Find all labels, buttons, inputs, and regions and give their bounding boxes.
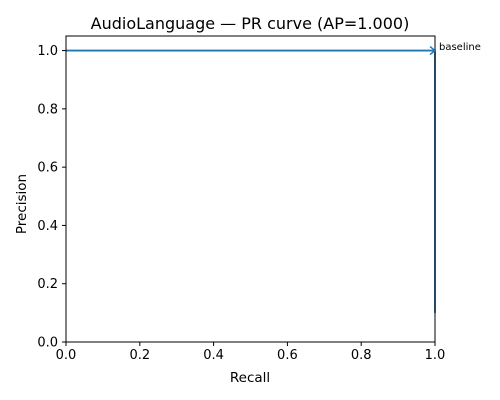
x-tick-label-1: 0.2: [129, 348, 150, 363]
y-tick-label-2: 0.4: [37, 219, 58, 234]
x-axis-label: Recall: [230, 370, 270, 386]
y-tick-label-5: 1.0: [37, 44, 58, 59]
series-line-0: [66, 49, 436, 313]
x-tick-label-0: 0.0: [56, 348, 77, 363]
y-tick-label-3: 0.6: [37, 161, 58, 176]
y-tick-label-1: 0.2: [37, 277, 58, 292]
plot-frame: [65, 35, 436, 343]
x-tick-label-5: 1.0: [425, 348, 446, 363]
x-tick-label-4: 0.8: [351, 348, 372, 363]
x-tick-label-3: 0.6: [277, 348, 298, 363]
annotation-label-0: baseline: [439, 42, 481, 53]
annotation-arrow-0: [429, 45, 437, 56]
y-tick-label-4: 0.8: [37, 102, 58, 117]
x-tick-label-2: 0.4: [203, 348, 224, 363]
plot-area: 0.0 0.2 0.4 0.6 0.8 1.0 0.0 0.2 0.4 0.6 0.8 1.0 base…: [37, 35, 481, 363]
y-axis-label: Precision: [14, 174, 30, 234]
chart-title: AudioLanguage — PR curve (AP=1.000): [91, 14, 410, 33]
y-tick-label-0: 0.0: [37, 336, 58, 351]
